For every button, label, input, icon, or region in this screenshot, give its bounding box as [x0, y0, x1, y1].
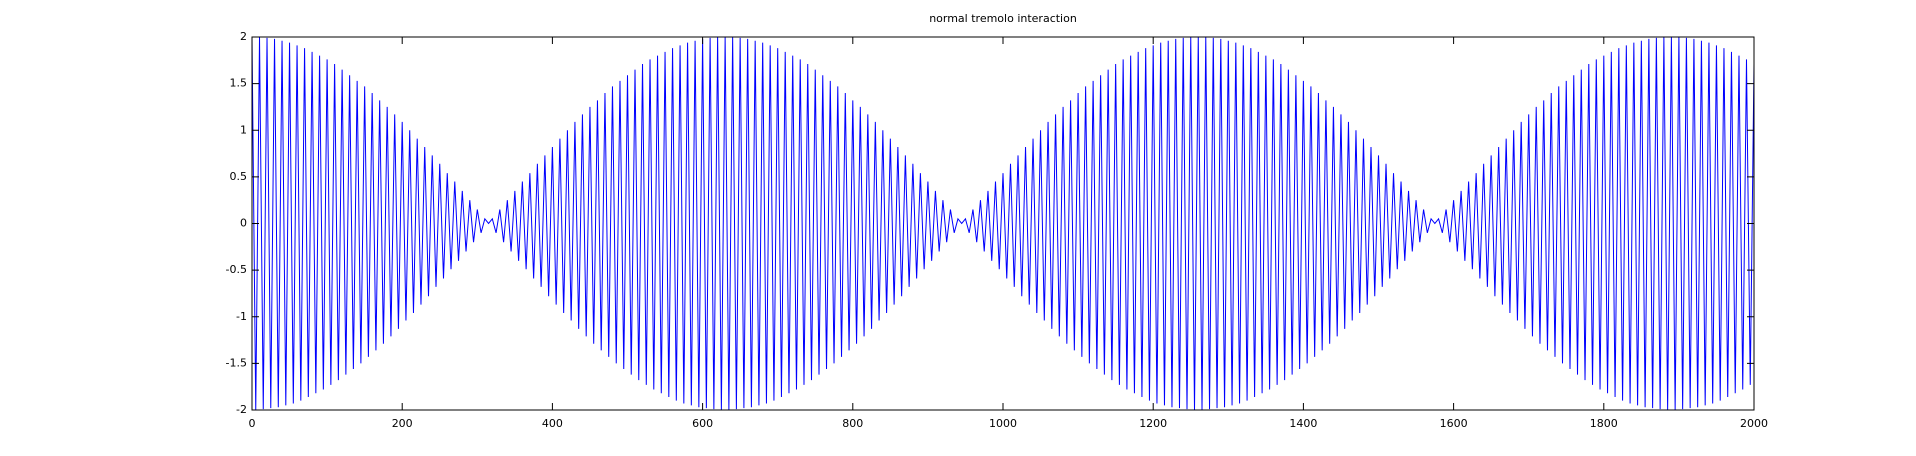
y-tick-label: -1.5 [226, 356, 247, 369]
x-tick-label: 200 [392, 417, 413, 430]
x-tick-label: 600 [692, 417, 713, 430]
y-tick-label: -2 [236, 403, 247, 416]
signal-line [251, 36, 1755, 411]
y-tick-label: -0.5 [226, 263, 247, 276]
y-tick-label: 1 [240, 123, 247, 136]
x-tick-label: 1000 [989, 417, 1017, 430]
y-tick-label: -1 [236, 310, 247, 323]
chart-title: normal tremolo interaction [929, 12, 1077, 25]
x-tick-label: 400 [542, 417, 563, 430]
y-tick-label: 2 [240, 30, 247, 43]
x-tick-label: 1400 [1289, 417, 1317, 430]
y-tick-label: 0.5 [230, 170, 248, 183]
x-tick-label: 800 [842, 417, 863, 430]
x-tick-label: 1200 [1139, 417, 1167, 430]
x-tick-label: 1600 [1440, 417, 1468, 430]
y-tick-label: 1.5 [230, 77, 248, 90]
x-tick-label: 1800 [1590, 417, 1618, 430]
x-tick-label: 2000 [1740, 417, 1768, 430]
x-tick-label: 0 [249, 417, 256, 430]
y-tick-label: 0 [240, 217, 247, 230]
